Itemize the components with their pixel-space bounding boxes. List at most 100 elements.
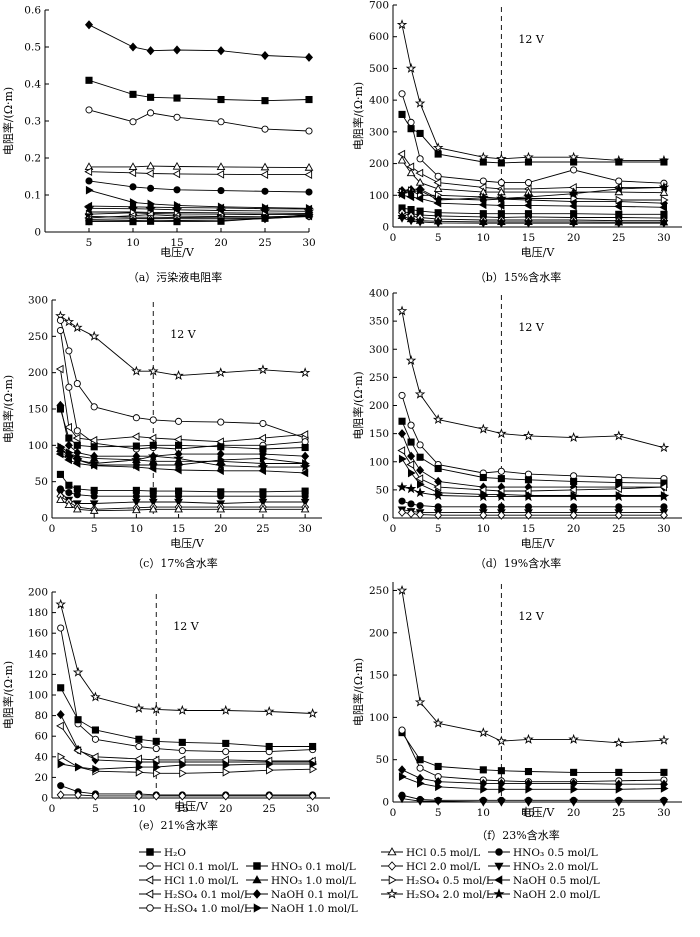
data-point-hno3-0-5-mol-l	[416, 502, 424, 510]
data-point-hcl-2-0-mol-l	[398, 507, 407, 517]
data-point-naoh-2-0-mol-l	[568, 188, 579, 199]
data-point-hno3-2-0-mol-l	[659, 220, 669, 228]
data-point-h2so4-2-0-mol-l	[147, 365, 159, 376]
y-axis-title: 电阻率/(Ω·m)	[351, 82, 365, 150]
legend-label: HNO₃ 0.1 mol/L	[271, 861, 356, 873]
y-tick-label: 0.3	[24, 116, 41, 128]
data-point-naoh-0-1-mol-l	[84, 20, 94, 30]
data-point-hno3-2-0-mol-l	[569, 798, 578, 807]
data-point-h2so4-2-0-mol-l	[90, 691, 101, 702]
data-point-h2so4-0-5-mol-l	[222, 767, 231, 777]
y-tick-label: 50	[35, 476, 48, 488]
data-point-h2so4-2-0-mol-l	[173, 370, 184, 381]
data-point-h2o	[615, 158, 623, 166]
data-point-h2so4-1-0-mol-l	[173, 113, 181, 121]
y-tick-label: 700	[369, 0, 389, 12]
data-point-hcl-1-0-mol-l	[56, 721, 64, 731]
data-point-h2so4-0-5-mol-l	[570, 194, 579, 203]
series-line-naoh-1-0-mol-l	[60, 446, 306, 466]
data-point-naoh-0-5-mol-l	[148, 464, 157, 473]
data-point-hno3-0-5-mol-l	[217, 492, 225, 500]
data-point-hcl-0-1-mol-l	[57, 624, 65, 632]
annotation-12v: 12 V	[518, 321, 544, 334]
data-point-naoh-0-1-mol-l	[146, 46, 155, 56]
data-point-h2o	[416, 129, 424, 137]
data-point-h2o	[85, 218, 93, 226]
series-line-naoh-0-5-mol-l	[60, 453, 306, 474]
data-point-hno3-0-5-mol-l	[129, 183, 137, 191]
data-point-hno3-0-5-mol-l	[85, 177, 93, 185]
legend-marker-naoh-2-0-mol-l	[493, 888, 505, 899]
x-axis-title: 电压/V	[521, 537, 556, 550]
data-point-naoh-1-0-mol-l	[217, 455, 226, 465]
data-point-hcl-0-5-mol-l	[146, 161, 155, 170]
data-point-h2o	[570, 768, 578, 776]
data-point-hno3-2-0-mol-l	[524, 220, 533, 228]
data-point-h2o	[615, 768, 623, 776]
data-point-h2o	[261, 214, 269, 222]
data-point-h2o	[434, 464, 442, 473]
data-point-hno3-2-0-mol-l	[433, 219, 443, 228]
x-axis-title: 电压/V	[521, 806, 556, 819]
data-point-h2so4-0-5-mol-l	[615, 195, 624, 205]
data-point-hcl-0-1-mol-l	[65, 347, 73, 355]
data-point-hcl-0-1-mol-l	[178, 747, 186, 755]
data-point-hcl-0-5-mol-l	[216, 162, 226, 170]
legend-marker-h2so4-1-0-mol-l	[146, 904, 154, 912]
data-point-hcl-1-0-mol-l	[397, 149, 406, 159]
data-point-hcl-2-0-mol-l	[221, 791, 230, 801]
data-point-naoh-0-1-mol-l	[172, 45, 182, 55]
x-tick-label: 10	[126, 237, 139, 249]
x-tick-label: 20	[567, 232, 580, 244]
data-point-naoh-1-0-mol-l	[153, 762, 161, 772]
data-point-hcl-0-5-mol-l	[172, 161, 182, 170]
data-point-hno3-0-5-mol-l	[497, 503, 505, 511]
x-tick-label: 25	[256, 523, 269, 535]
y-tick-label: 0	[382, 222, 389, 234]
data-point-h2o	[90, 486, 98, 494]
data-point-naoh-0-5-mol-l	[568, 201, 577, 211]
data-point-hno3-2-0-mol-l	[497, 220, 506, 228]
y-tick-label: 400	[369, 95, 389, 107]
data-point-hno3-2-0-mol-l	[406, 217, 416, 226]
data-point-hcl-0-5-mol-l	[89, 506, 99, 514]
data-point-h2so4-2-0-mol-l	[658, 734, 670, 745]
data-point-hcl-1-0-mol-l	[406, 162, 415, 172]
y-tick-label: 200	[28, 367, 48, 379]
data-point-h2so4-0-5-mol-l	[57, 752, 66, 762]
data-point-naoh-0-5-mol-l	[659, 203, 668, 212]
data-point-hcl-0-1-mol-l	[398, 90, 406, 98]
legend-marker-h2o	[146, 848, 154, 856]
data-point-hno3-0-1-mol-l	[301, 443, 309, 452]
data-point-h2so4-2-0-mol-l	[523, 430, 534, 441]
series-group-d	[396, 305, 670, 520]
data-point-naoh-1-0-mol-l	[435, 782, 443, 792]
data-point-hno3-0-1-mol-l	[132, 442, 140, 450]
data-point-h2o	[309, 742, 317, 751]
data-point-naoh-1-0-mol-l	[498, 784, 507, 794]
data-point-h2so4-0-5-mol-l	[153, 768, 161, 778]
data-point-hno3-2-0-mol-l	[415, 798, 425, 806]
data-point-naoh-0-5-mol-l	[72, 459, 81, 468]
data-point-hcl-0-1-mol-l	[222, 748, 230, 756]
y-tick-label: 140	[28, 648, 48, 660]
data-point-hno3-0-5-mol-l	[305, 188, 313, 196]
legend-item-h2so4-0-5-mol-l: H₂SO₄ 0.5 mol/L	[381, 875, 493, 887]
legend-item-hno3-1-0-mol-l: HNO₃ 1.0 mol/L	[246, 875, 356, 887]
data-point-hno3-2-0-mol-l	[524, 798, 533, 807]
y-tick-label: 150	[369, 428, 389, 440]
data-point-h2so4-2-0-mol-l	[568, 733, 579, 744]
series-line-hcl-1-0-mol-l	[59, 368, 306, 443]
annotation-12v: 12 V	[518, 33, 544, 46]
annotation-12v: 12 V	[173, 620, 199, 633]
legend-item-h2o: H₂O	[139, 847, 186, 859]
data-point-hno3-0-1-mol-l	[147, 93, 155, 101]
data-point-naoh-0-5-mol-l	[478, 200, 487, 210]
data-point-naoh-0-1-mol-l	[398, 765, 407, 775]
legend-label: H₂SO₄ 0.1 mol/L	[164, 889, 251, 901]
y-tick-label: 300	[369, 344, 389, 356]
x-tick-label: 5	[435, 523, 442, 535]
y-tick-label: 50	[376, 484, 389, 496]
data-point-hno3-0-1-mol-l	[305, 95, 313, 104]
